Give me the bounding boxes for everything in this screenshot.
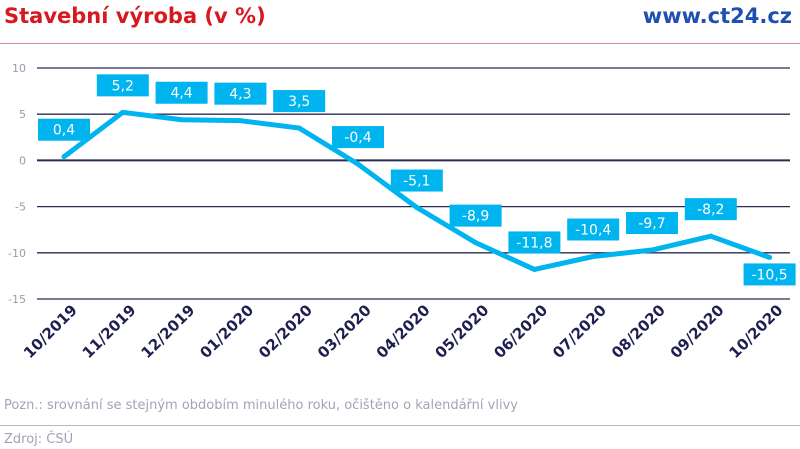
data-label: -5,1 [403, 174, 430, 190]
data-point [708, 233, 714, 239]
data-label: 0,4 [53, 123, 75, 139]
data-label-box [96, 74, 149, 97]
x-tick-label: 02/2020 [255, 301, 316, 362]
x-tick-label: 03/2020 [314, 301, 375, 362]
data-point [590, 253, 596, 259]
footer-divider [0, 425, 800, 426]
y-tick-label: 0 [19, 154, 26, 167]
x-tick-label: 06/2020 [490, 301, 551, 362]
data-label-box [332, 126, 384, 149]
data-label: -0,4 [344, 130, 371, 146]
data-label: -8,9 [462, 209, 489, 225]
data-point [61, 154, 67, 160]
header-divider [0, 43, 800, 44]
data-label: 5,2 [112, 78, 134, 94]
data-point [531, 266, 537, 272]
x-tick-label: 05/2020 [432, 301, 493, 362]
data-label: -11,8 [516, 235, 552, 251]
y-tick-label: -15 [8, 293, 26, 306]
data-label-box [155, 81, 208, 104]
y-tick-label: -10 [8, 247, 26, 260]
y-tick-label: 10 [12, 62, 26, 75]
line-chart: 10 5 0 -5 -10 -15 0,4 5,2 4,4 4,3 3,5 -0,4 -5,1 -8,9 -… [8, 62, 796, 362]
data-label-box [214, 82, 267, 105]
data-label-box [743, 263, 796, 286]
data-label-box [273, 90, 326, 113]
data-point [179, 117, 185, 123]
x-tick-label: 07/2020 [549, 301, 610, 362]
data-point [473, 240, 479, 246]
data-label: -9,7 [638, 216, 665, 232]
x-tick-label: 10/2020 [726, 301, 787, 362]
x-tick-label: 10/2019 [20, 301, 81, 362]
source-text: Zdroj: ČSÚ [4, 432, 74, 447]
data-point [120, 109, 126, 115]
data-label: 3,5 [288, 94, 310, 110]
x-tick-label: 08/2020 [608, 301, 669, 362]
data-point [649, 247, 655, 253]
brand-link[interactable]: www.ct24.cz [642, 4, 792, 28]
x-tick-label: 11/2019 [79, 301, 140, 362]
y-tick-label: -5 [15, 201, 26, 214]
x-tick-label: 09/2020 [667, 301, 728, 362]
data-point [296, 125, 302, 131]
data-label: -10,4 [575, 222, 611, 238]
y-tick-label: 5 [19, 108, 26, 121]
footnote: Pozn.: srovnání se stejným obdobím minul… [4, 398, 518, 413]
data-label: 4,4 [170, 86, 192, 102]
data-label: -8,2 [697, 202, 724, 218]
data-label: -10,5 [751, 267, 787, 283]
data-label-box [684, 198, 737, 221]
data-label-box [390, 169, 443, 192]
chart-title: Stavební výroba (v %) [4, 4, 266, 28]
data-label: 4,3 [229, 87, 251, 103]
data-point [355, 161, 361, 167]
data-label-box [449, 204, 502, 227]
data-label-box [567, 218, 620, 241]
data-point [767, 254, 773, 260]
data-label-box [626, 212, 678, 235]
x-tick-label: 04/2020 [373, 301, 434, 362]
data-point [237, 118, 243, 124]
x-tick-label: 12/2019 [138, 301, 199, 362]
x-tick-label: 01/2020 [196, 301, 257, 362]
data-label-box [38, 118, 90, 141]
data-point [414, 205, 420, 211]
data-label-box [508, 231, 561, 254]
